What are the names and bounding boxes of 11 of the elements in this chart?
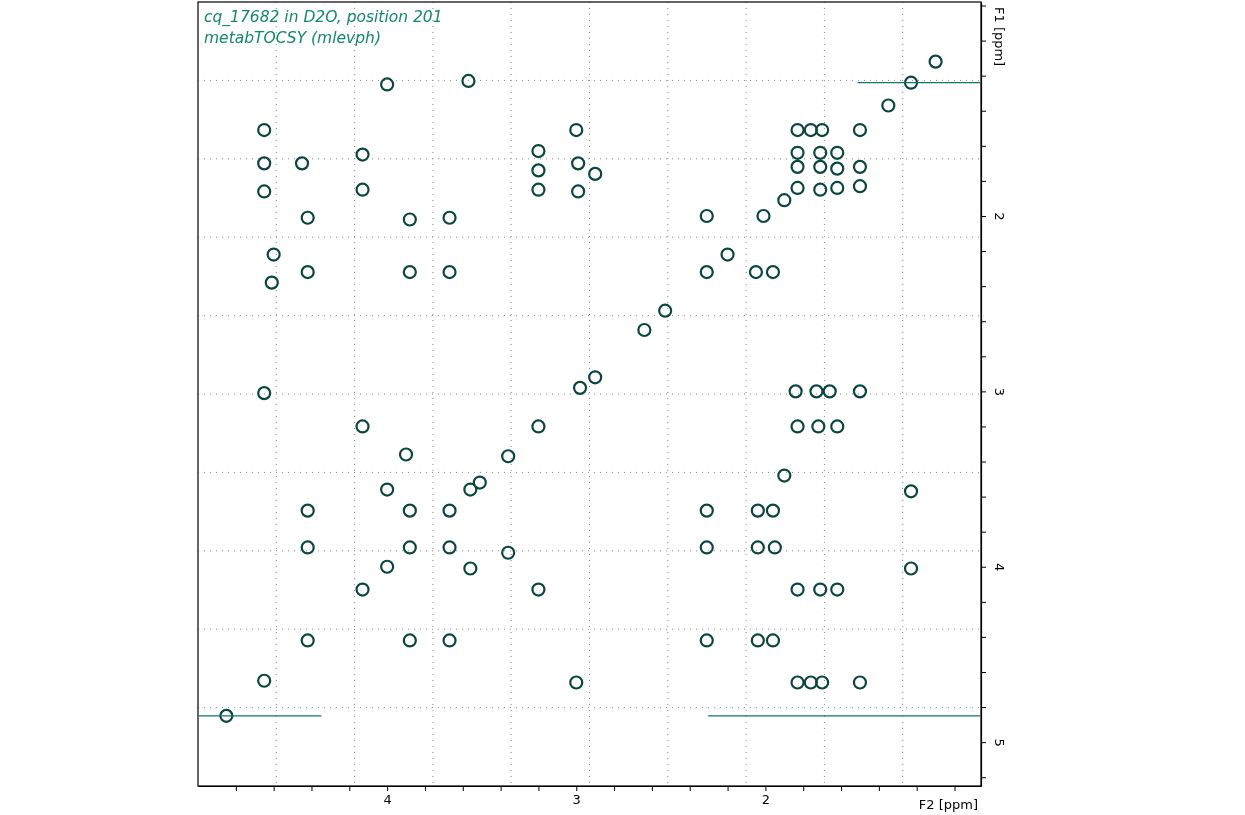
chart-title: cq_17682 in D2O, position 201 [204,8,443,27]
y-tick-label: 4 [991,563,1007,572]
x-axis-title: F2 [ppm] [918,797,978,812]
y-tick-label: 3 [991,387,1007,397]
y-tick-label: 2 [991,212,1007,221]
x-tick-label: 2 [761,792,771,808]
x-tick-label: 3 [572,792,581,808]
y-tick-label: 5 [991,738,1007,747]
y-axis-title: F1 [ppm] [991,7,1007,67]
x-tick-label: 4 [383,792,392,808]
text: metabTOCSY (mlevph) [204,29,381,47]
